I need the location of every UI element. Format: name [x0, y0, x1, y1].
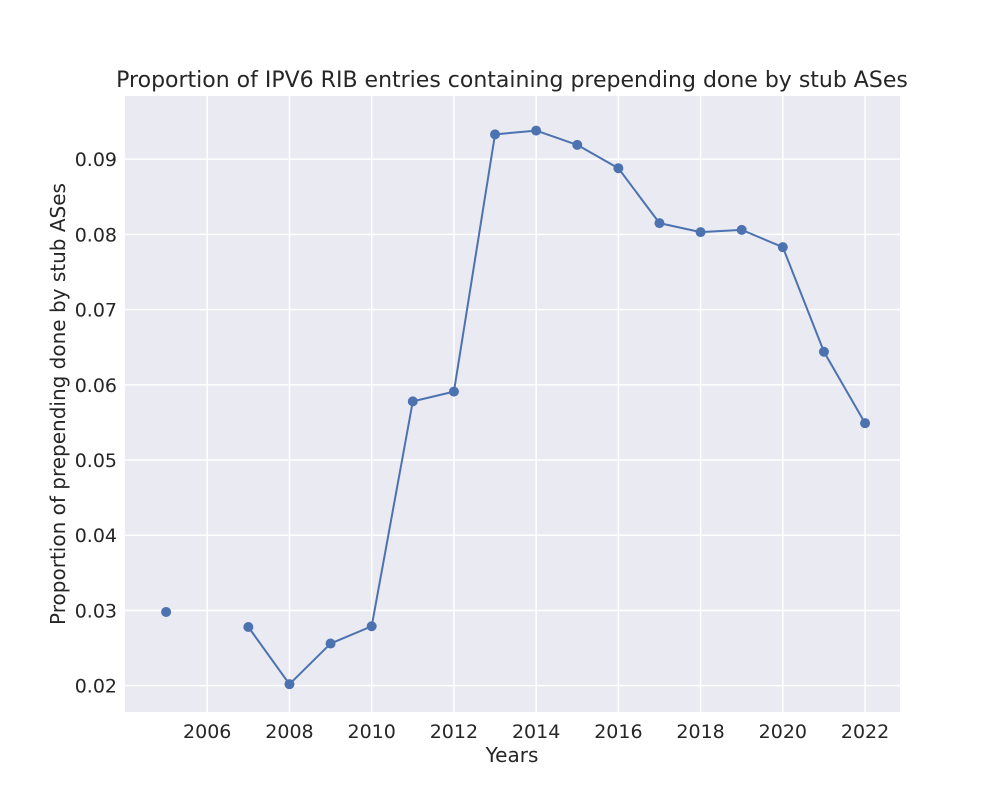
- y-tick-label: 0.04: [75, 525, 117, 547]
- data-point: [654, 218, 665, 229]
- x-tick-label: 2016: [594, 721, 642, 743]
- plot-background: [125, 96, 900, 712]
- data-point: [777, 242, 788, 253]
- y-tick-label: 0.07: [75, 300, 117, 322]
- data-point: [818, 346, 829, 357]
- y-tick-label: 0.02: [75, 676, 117, 698]
- y-tick-labels: 0.02 0.03 0.04 0.05 0.06 0.07 0.08 0.09: [75, 149, 117, 697]
- x-tick-label: 2008: [265, 721, 313, 743]
- y-tick-label: 0.05: [75, 450, 117, 472]
- y-tick-label: 0.09: [75, 149, 117, 171]
- x-tick-label: 2010: [348, 721, 396, 743]
- y-tick-label: 0.06: [75, 375, 117, 397]
- data-point: [325, 638, 336, 649]
- data-point: [531, 125, 542, 136]
- data-point: [613, 163, 624, 174]
- y-tick-label: 0.03: [75, 600, 117, 622]
- data-point: [161, 606, 172, 617]
- x-axis-label: Years: [485, 743, 539, 767]
- x-gridlines: [206, 96, 866, 712]
- x-tick-labels: 2006 2008 2010 2012 2014 2016 2018 2020 2022: [183, 721, 889, 743]
- series-layer: [161, 125, 871, 690]
- y-axis-label: Proportion of prepending done by stub AS…: [46, 183, 70, 625]
- data-point: [448, 386, 459, 397]
- y-gridlines: [125, 158, 900, 687]
- data-point: [284, 679, 295, 690]
- y-tick-label: 0.08: [75, 224, 117, 246]
- data-point: [407, 396, 418, 407]
- series-line: [247, 129, 866, 686]
- x-tick-label: 2006: [183, 721, 231, 743]
- data-point: [695, 227, 706, 238]
- x-tick-label: 2012: [430, 721, 478, 743]
- data-point: [736, 224, 747, 235]
- x-tick-label: 2022: [841, 721, 889, 743]
- data-point: [490, 129, 501, 140]
- data-point: [243, 622, 254, 633]
- x-tick-label: 2020: [759, 721, 807, 743]
- data-point: [366, 621, 377, 632]
- x-tick-label: 2018: [676, 721, 724, 743]
- data-point: [860, 418, 871, 429]
- x-tick-label: 2014: [512, 721, 560, 743]
- chart-title: Proportion of IPV6 RIB entries containin…: [116, 68, 908, 93]
- data-point: [572, 139, 583, 150]
